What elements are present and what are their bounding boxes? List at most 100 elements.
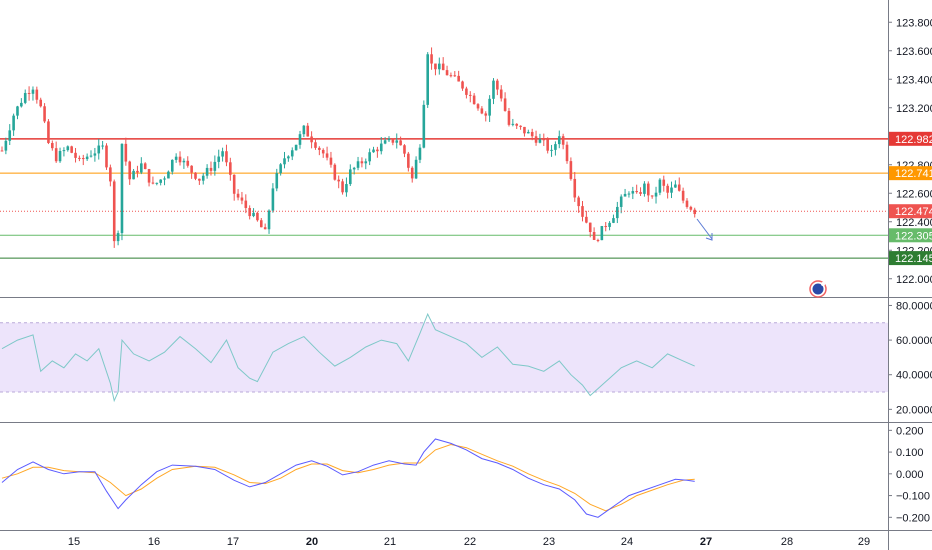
candle	[372, 146, 375, 153]
candle	[97, 138, 101, 160]
time-tick-label: 23	[543, 536, 555, 548]
candle	[306, 122, 310, 137]
candle	[530, 128, 534, 141]
candle	[318, 146, 321, 156]
candle	[159, 179, 162, 186]
candle	[0, 146, 4, 152]
candle	[670, 181, 673, 199]
time-tick-label: 20	[306, 536, 318, 548]
candle	[155, 182, 159, 186]
axis-tick-label: 122.600	[896, 188, 932, 200]
time-tick-label: 29	[858, 536, 870, 548]
time-tick-label: 22	[464, 536, 476, 548]
candle	[345, 177, 348, 197]
candle	[4, 137, 8, 155]
candle	[136, 165, 139, 178]
axis-tick-label: −0.200	[896, 512, 930, 524]
candle	[47, 119, 50, 145]
candle	[283, 151, 286, 169]
price-levels	[0, 138, 888, 259]
candle	[12, 113, 15, 136]
candle	[646, 181, 650, 202]
candle	[54, 141, 58, 163]
candle	[198, 178, 201, 185]
candle	[410, 166, 414, 183]
candle	[128, 160, 132, 185]
candle	[35, 86, 39, 104]
candle	[252, 208, 255, 218]
candle	[201, 173, 205, 185]
candle	[577, 195, 580, 213]
time-tick-label: 15	[68, 536, 80, 548]
candle	[248, 205, 251, 220]
candle	[360, 157, 364, 168]
candle	[81, 154, 85, 166]
candle	[546, 137, 549, 154]
candle	[523, 126, 526, 137]
candle	[527, 129, 530, 134]
macd-signal-line	[1, 443, 695, 512]
candle	[143, 162, 147, 170]
candle	[271, 183, 275, 213]
candle	[349, 164, 352, 187]
candle	[352, 166, 356, 175]
candle	[616, 201, 619, 224]
candle	[244, 194, 248, 214]
time-tick-label: 16	[148, 536, 160, 548]
candle	[565, 141, 569, 164]
candle	[8, 124, 12, 146]
candle	[85, 153, 89, 161]
candle	[190, 165, 193, 179]
candle	[554, 141, 557, 156]
price-level-badges: 122.982 122.741 122.305 122.145 122.474	[889, 131, 932, 266]
axis-tick-label: 40.0000	[896, 370, 932, 382]
candle	[627, 191, 631, 198]
candle	[31, 86, 35, 101]
candle	[341, 178, 344, 195]
candle	[453, 71, 457, 77]
candle	[619, 194, 623, 214]
time-axis: 15 16 17 20 21 22 23 24 27 28 29	[68, 536, 870, 548]
macd-axis: 0.200 0.100 0.000 −0.100 −0.200	[888, 425, 930, 524]
candle	[178, 151, 182, 166]
price-badge-label: 122.474	[895, 206, 932, 218]
candle	[635, 184, 638, 194]
candle	[542, 133, 546, 147]
candle	[499, 85, 503, 102]
price-badge-label: 122.145	[895, 253, 932, 265]
candle	[182, 158, 186, 169]
candle	[109, 164, 112, 187]
candle	[465, 86, 468, 99]
candle	[66, 145, 70, 152]
candle	[639, 187, 642, 196]
candle	[480, 106, 484, 115]
candle	[383, 137, 387, 145]
projection-arrow[interactable]	[696, 218, 713, 241]
candle	[236, 189, 240, 201]
candle	[225, 144, 228, 167]
candle	[476, 103, 480, 111]
candle	[167, 170, 170, 179]
candle	[194, 172, 197, 181]
candle	[503, 92, 507, 112]
candle	[662, 175, 666, 192]
candle	[279, 163, 282, 176]
candle	[677, 177, 681, 192]
time-tick-label: 28	[781, 536, 793, 548]
candle	[221, 147, 224, 162]
candle	[422, 100, 426, 149]
candle	[623, 188, 627, 197]
candle	[39, 97, 42, 108]
candle	[310, 131, 313, 149]
candle	[681, 187, 685, 204]
axis-tick-label: −0.100	[896, 491, 930, 503]
candle	[70, 145, 73, 154]
candle	[654, 186, 658, 204]
candle	[407, 151, 410, 172]
earnings-event-icon[interactable]	[809, 280, 827, 298]
time-tick-label: 27	[700, 536, 712, 548]
candle	[256, 211, 259, 222]
candle	[20, 98, 23, 108]
